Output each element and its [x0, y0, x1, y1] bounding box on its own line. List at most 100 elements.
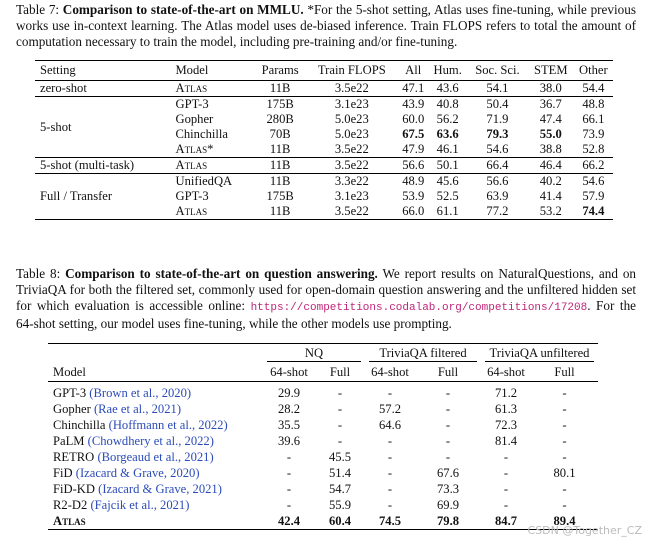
- value-cell: 46.4: [527, 157, 574, 174]
- citation[interactable]: (Rae et al., 2021): [93, 401, 182, 416]
- model-name: FiD-KD: [53, 481, 95, 496]
- model-cell: Atlas*: [175, 142, 214, 156]
- citation[interactable]: (Borgeaud et al., 2021): [97, 449, 214, 464]
- value-cell: 5.0e23: [334, 127, 369, 141]
- value-cell: -: [445, 385, 451, 400]
- group-header-row: NQ TriviaQA filtered TriviaQA unfiltered: [48, 344, 598, 364]
- value-cell: 3.1e23: [305, 96, 399, 112]
- caption-url[interactable]: https://competitions.codalab.org/competi…: [250, 302, 588, 314]
- model-name: Chinchilla: [53, 417, 106, 432]
- value-cell: -: [286, 497, 292, 512]
- value-cell: 84.7: [494, 513, 518, 528]
- model-cell: GPT-3: [175, 189, 209, 203]
- value-cell: 56.2: [436, 112, 459, 126]
- model-name: Gopher: [53, 401, 91, 416]
- value-cell: -: [562, 385, 567, 400]
- column-header: 64-shot: [365, 363, 415, 382]
- value-cell: 63.6: [436, 127, 459, 141]
- value-cell: 5.0e23: [334, 112, 369, 126]
- value-cell: 56.6: [398, 157, 429, 174]
- value-cell: -: [503, 481, 509, 496]
- value-cell: 11B: [269, 142, 291, 156]
- group-header: TriviaQA unfiltered: [485, 346, 594, 362]
- value-cell: 53.2: [539, 204, 562, 218]
- model-cell: Atlas: [175, 204, 208, 218]
- value-cell: 79.8: [436, 513, 460, 528]
- citation[interactable]: (Fajcik et al., 2021): [90, 497, 190, 512]
- value-cell: 43.9: [398, 96, 429, 112]
- model-name: RETRO: [53, 449, 95, 464]
- value-cell: 80.1: [553, 465, 576, 480]
- setting-cell: Full / Transfer: [35, 173, 171, 220]
- value-cell: 43.6: [436, 81, 459, 95]
- value-cell: 54.7: [328, 481, 352, 496]
- value-cell: -: [445, 449, 451, 464]
- table-row: Gopher 280B 5.0e23 60.0 56.2 71.9 47.4 66.1: [35, 112, 613, 127]
- value-cell: 71.2: [494, 385, 518, 400]
- value-cell: -: [562, 481, 567, 496]
- value-cell: 280B: [266, 112, 294, 126]
- table-row: Atlas* 11B 3.5e22 47.9 46.1 54.6 38.8 52.8: [35, 142, 613, 158]
- value-cell: 66.4: [467, 157, 528, 174]
- value-cell: 50.1: [428, 157, 468, 174]
- caption-title: Comparison to state-of-the-art on questi…: [65, 266, 378, 281]
- value-cell: -: [286, 481, 292, 496]
- value-cell: 47.4: [539, 112, 562, 126]
- model-cell: Gopher: [175, 112, 214, 126]
- model-cell: UnifiedQA: [170, 173, 255, 189]
- value-cell: 3.5e22: [305, 157, 399, 174]
- caption-text: We report results on NaturalQuestions, a…: [16, 266, 637, 313]
- value-cell: -: [387, 385, 393, 400]
- model-name: PaLM: [53, 433, 85, 448]
- table-row: Chinchilla (Hoffmann et al., 2022) 35.5 - 6…: [48, 417, 598, 433]
- table7-caption: Table 7: Comparison to state-of-the-art …: [16, 2, 636, 50]
- value-cell: 70B: [269, 127, 291, 141]
- table-row: Full / Transfer UnifiedQA 11B 3.3e22 48.9 45.…: [35, 173, 613, 220]
- citation[interactable]: (Izacard & Grave, 2020): [75, 465, 200, 480]
- header-row: Setting Model Params Train FLOPS All Hum. Soc.…: [35, 60, 613, 81]
- value-cell: -: [562, 497, 567, 512]
- column-header: STEM: [527, 60, 574, 81]
- citation[interactable]: (Brown et al., 2020): [89, 385, 192, 400]
- value-cell: 48.9: [398, 173, 429, 189]
- value-cell: 60.4: [328, 513, 352, 528]
- value-cell: 61.1: [436, 204, 459, 218]
- column-header: Other: [573, 60, 613, 81]
- value-cell: 47.9: [402, 142, 425, 156]
- citation[interactable]: (Chowdhery et al., 2022): [87, 433, 214, 448]
- citation[interactable]: (Izacard & Grave, 2021): [98, 481, 222, 496]
- setting-cell: zero-shot: [40, 81, 87, 95]
- column-header: Full: [415, 363, 481, 382]
- value-cell: 11B: [254, 173, 306, 189]
- value-cell: 81.4: [494, 433, 518, 448]
- value-cell: 69.9: [436, 497, 460, 512]
- value-cell: 29.9: [277, 385, 301, 400]
- column-header: Setting: [35, 60, 171, 81]
- value-cell: 3.1e23: [334, 189, 369, 203]
- value-cell: 11B: [269, 81, 291, 95]
- model-cell: FiD-KD (Izacard & Grave, 2021): [48, 481, 263, 497]
- table-row: Atlas 11B 3.5e22 66.0 61.1 77.2 53.2 74.4: [35, 204, 613, 220]
- group-header-cell: TriviaQA unfiltered: [481, 344, 598, 364]
- column-header: Full: [315, 363, 365, 382]
- value-cell: 42.4: [277, 513, 301, 528]
- citation[interactable]: (Hoffmann et al., 2022): [108, 417, 228, 432]
- setting-cell: 5-shot (multi-task): [35, 157, 171, 174]
- value-cell: -: [445, 401, 451, 416]
- model-cell: GPT-3 (Brown et al., 2020): [48, 382, 263, 402]
- value-cell: 57.9: [582, 189, 605, 203]
- value-cell: 54.1: [486, 81, 509, 95]
- column-header: Soc. Sci.: [467, 60, 528, 81]
- model-cell: GPT-3: [170, 96, 255, 112]
- column-header: Params: [254, 60, 306, 81]
- value-cell: 11B: [269, 204, 291, 218]
- value-cell: -: [503, 449, 509, 464]
- value-cell: -: [337, 385, 343, 400]
- value-cell: 3.5e22: [334, 204, 369, 218]
- table8-caption: Table 8: Comparison to state-of-the-art …: [16, 266, 636, 332]
- model-name: FiD: [53, 465, 73, 480]
- value-cell: 63.9: [486, 189, 509, 203]
- caption-label: Table 8:: [16, 266, 61, 281]
- value-cell: -: [562, 449, 567, 464]
